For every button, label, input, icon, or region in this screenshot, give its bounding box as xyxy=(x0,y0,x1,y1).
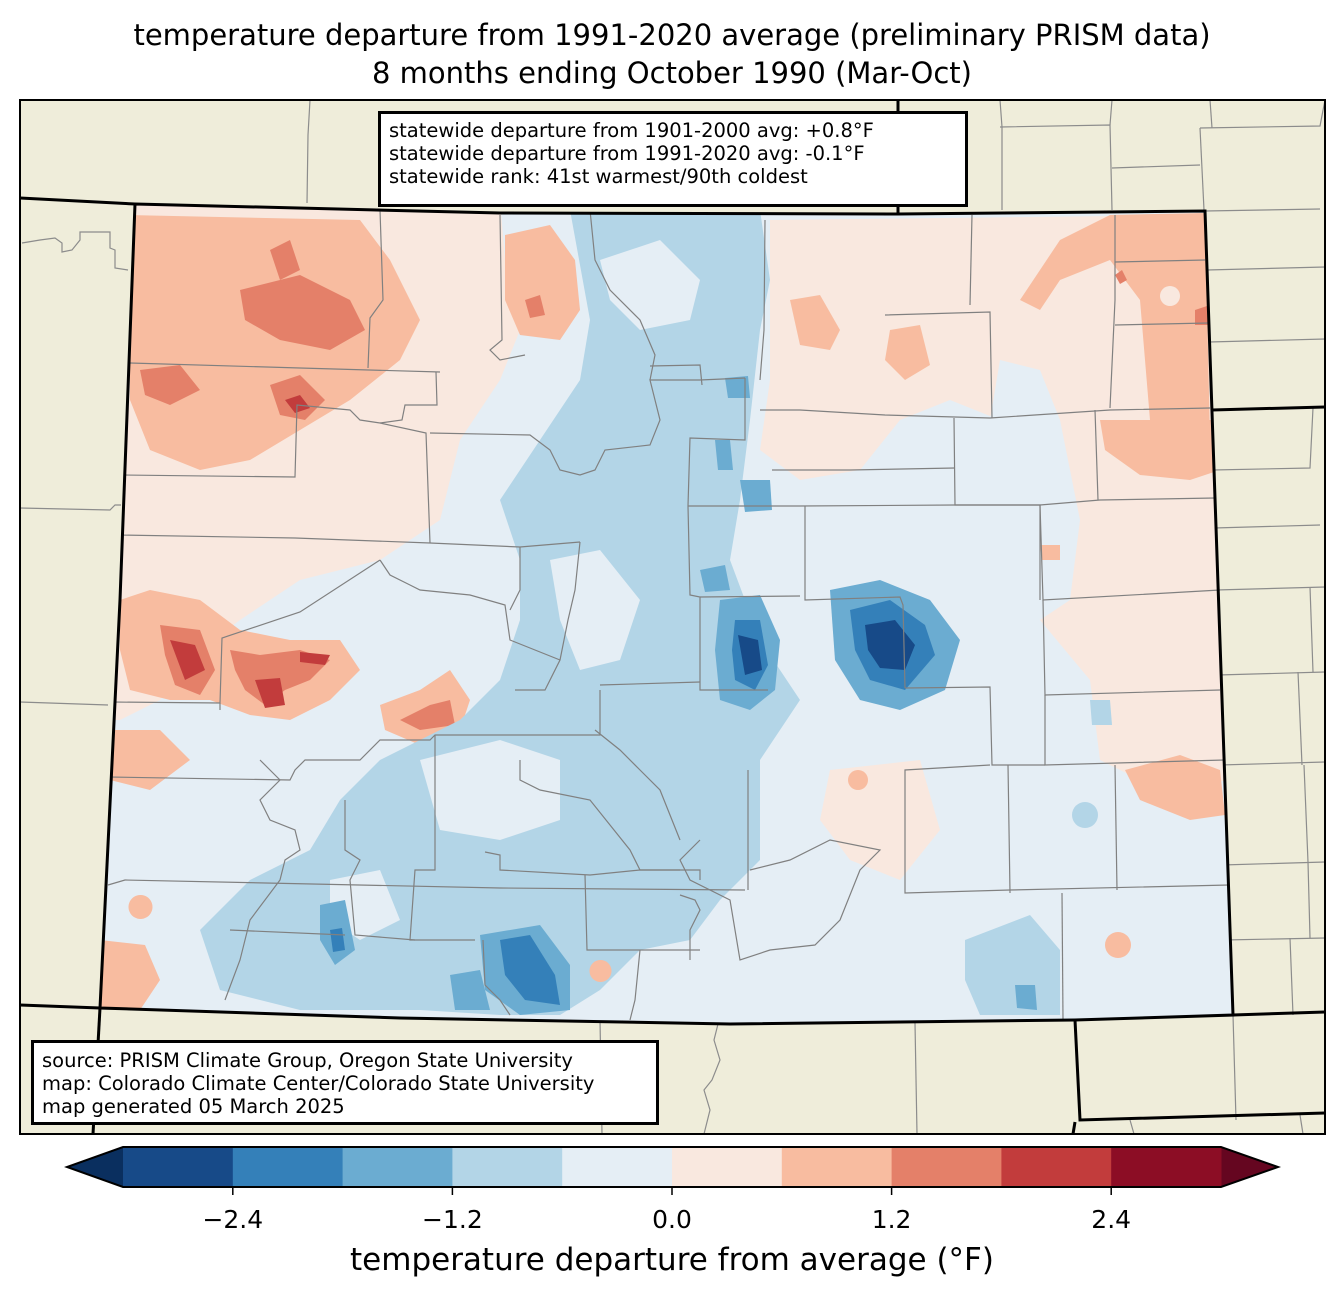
colorbar-segment xyxy=(891,1147,1002,1187)
colorbar-tick-label: 0.0 xyxy=(652,1205,692,1234)
contour-warm-nc xyxy=(505,225,580,340)
contour-warm-nw-3 xyxy=(240,275,365,350)
colorbar-extend-min xyxy=(67,1147,123,1187)
neighbor-county-lines xyxy=(20,100,1325,1134)
stats-line-1991-2020: statewide departure from 1991-2020 avg: … xyxy=(389,142,865,165)
colorbar-tick-label: −1.2 xyxy=(422,1205,483,1234)
map-title: temperature departure from 1991-2020 ave… xyxy=(133,18,1211,52)
source-line-map: map: Colorado Climate Center/Colorado St… xyxy=(42,1072,595,1095)
source-line-prism: source: PRISM Climate Group, Oregon Stat… xyxy=(42,1049,573,1072)
contour-cool-central xyxy=(200,210,800,1015)
colorbar-tick-label: 1.2 xyxy=(871,1205,912,1234)
county-lines xyxy=(107,209,1231,1021)
colorbar-extend-max xyxy=(1221,1147,1278,1187)
colorbar xyxy=(64,1146,1282,1195)
colorbar-label: temperature departure from average (°F) xyxy=(350,1242,994,1278)
stats-line-rank: statewide rank: 41st warmest/90th coldes… xyxy=(389,165,808,188)
colorbar-segment xyxy=(562,1147,673,1187)
colorbar-segment xyxy=(342,1147,453,1187)
colorbar-segment xyxy=(781,1147,893,1187)
temperature-field xyxy=(100,204,1233,1024)
contour-hot-wc xyxy=(170,640,205,680)
map-frame xyxy=(19,99,1326,1135)
colorbar-outline xyxy=(64,1146,1282,1188)
colorbar-segment xyxy=(1001,1147,1112,1187)
colorbar-segment xyxy=(232,1147,344,1187)
colorbar-tick-label: −2.4 xyxy=(202,1205,264,1234)
statewide-stats-box: statewide departure from 1901-2000 avg: … xyxy=(378,111,968,207)
colorbar-segment xyxy=(123,1147,234,1187)
contour-warm-nw-2 xyxy=(130,215,420,470)
source-box: source: PRISM Climate Group, Oregon Stat… xyxy=(31,1040,659,1125)
colorbar-segment xyxy=(1111,1147,1222,1187)
source-line-generated: map generated 05 March 2025 xyxy=(42,1095,345,1118)
colorbar-tick-label: 2.4 xyxy=(1091,1205,1132,1234)
colorbar-segment xyxy=(452,1147,563,1187)
colorbar-segment xyxy=(672,1147,783,1187)
map-subtitle: 8 months ending October 1990 (Mar-Oct) xyxy=(371,56,972,90)
contour-coldest-ec xyxy=(865,620,915,670)
stats-line-1901-2000: statewide departure from 1901-2000 avg: … xyxy=(389,119,874,142)
